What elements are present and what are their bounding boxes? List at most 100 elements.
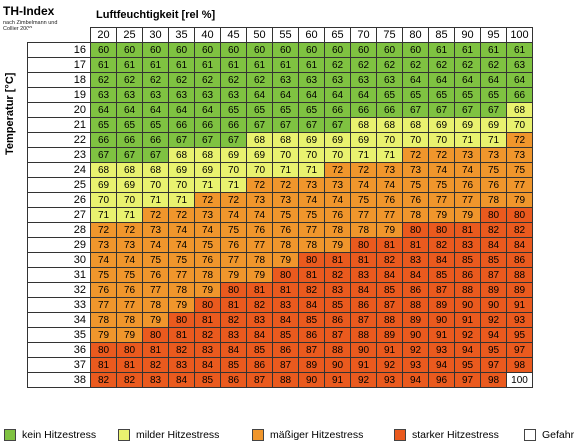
index-cell: 91 bbox=[428, 327, 455, 343]
index-cell: 81 bbox=[194, 312, 221, 328]
index-cell: 79 bbox=[142, 312, 169, 328]
index-cell: 91 bbox=[350, 357, 377, 373]
index-cell: 70 bbox=[246, 162, 273, 178]
index-cell: 61 bbox=[142, 57, 169, 73]
index-cell: 70 bbox=[142, 177, 169, 193]
index-cell: 64 bbox=[350, 87, 377, 103]
index-cell: 77 bbox=[428, 192, 455, 208]
index-cell: 76 bbox=[376, 192, 403, 208]
index-cell: 87 bbox=[350, 312, 377, 328]
index-cell: 63 bbox=[298, 72, 325, 88]
index-cell: 67 bbox=[90, 147, 117, 163]
index-cell: 71 bbox=[480, 132, 507, 148]
index-cell: 67 bbox=[220, 132, 247, 148]
index-cell: 74 bbox=[298, 192, 325, 208]
index-cell: 75 bbox=[142, 252, 169, 268]
index-cell: 68 bbox=[142, 162, 169, 178]
index-cell: 89 bbox=[480, 282, 507, 298]
index-cell: 60 bbox=[90, 42, 117, 58]
table-row: 26 70 70 71 71 72 72 73 73 74 74 75 76 76 77 77 78 79 bbox=[27, 192, 533, 208]
index-cell: 73 bbox=[480, 147, 507, 163]
index-cell: 63 bbox=[272, 72, 299, 88]
index-cell: 61 bbox=[194, 57, 221, 73]
humidity-header-cell: 90 bbox=[454, 27, 481, 43]
index-cell: 82 bbox=[480, 222, 507, 238]
index-cell: 94 bbox=[428, 357, 455, 373]
index-cell: 74 bbox=[168, 222, 195, 238]
index-cell: 70 bbox=[298, 147, 325, 163]
index-cell: 76 bbox=[480, 177, 507, 193]
index-cell: 65 bbox=[272, 102, 299, 118]
index-cell: 91 bbox=[506, 297, 533, 313]
temperature-header-cell: 31 bbox=[27, 267, 91, 283]
index-cell: 68 bbox=[116, 162, 143, 178]
index-cell: 69 bbox=[90, 177, 117, 193]
index-cell: 88 bbox=[272, 372, 299, 388]
index-cell: 78 bbox=[350, 222, 377, 238]
index-cell: 84 bbox=[350, 282, 377, 298]
index-cell: 100 bbox=[506, 372, 533, 388]
index-cell: 68 bbox=[376, 117, 403, 133]
index-cell: 78 bbox=[246, 252, 273, 268]
index-cell: 84 bbox=[402, 267, 429, 283]
index-cell: 84 bbox=[376, 267, 403, 283]
index-cell: 66 bbox=[168, 117, 195, 133]
index-cell: 74 bbox=[90, 252, 117, 268]
index-cell: 62 bbox=[116, 72, 143, 88]
index-cell: 76 bbox=[90, 282, 117, 298]
index-cell: 70 bbox=[506, 117, 533, 133]
index-cell: 64 bbox=[402, 72, 429, 88]
index-cell: 62 bbox=[220, 72, 247, 88]
table-row: 35 79 79 80 81 82 83 84 85 86 87 88 89 90 91 92 94 95 bbox=[27, 327, 533, 343]
index-cell: 95 bbox=[506, 327, 533, 343]
index-cell: 72 bbox=[272, 177, 299, 193]
index-cell: 78 bbox=[298, 237, 325, 253]
temperature-header-cell: 30 bbox=[27, 252, 91, 268]
index-cell: 67 bbox=[194, 132, 221, 148]
index-cell: 84 bbox=[480, 237, 507, 253]
index-cell: 69 bbox=[298, 132, 325, 148]
index-cell: 85 bbox=[194, 372, 221, 388]
index-cell: 73 bbox=[324, 177, 351, 193]
index-cell: 75 bbox=[298, 207, 325, 223]
index-cell: 61 bbox=[246, 57, 273, 73]
index-cell: 68 bbox=[272, 132, 299, 148]
index-cell: 78 bbox=[168, 282, 195, 298]
humidity-header-cell: 65 bbox=[324, 27, 351, 43]
temperature-header-cell: 17 bbox=[27, 57, 91, 73]
index-cell: 65 bbox=[376, 87, 403, 103]
index-cell: 61 bbox=[220, 57, 247, 73]
index-cell: 63 bbox=[506, 57, 533, 73]
index-cell: 66 bbox=[376, 102, 403, 118]
index-cell: 62 bbox=[350, 57, 377, 73]
index-cell: 78 bbox=[194, 267, 221, 283]
index-cell: 72 bbox=[402, 147, 429, 163]
index-cell: 89 bbox=[402, 312, 429, 328]
index-cell: 82 bbox=[194, 327, 221, 343]
index-cell: 60 bbox=[376, 42, 403, 58]
header-corner bbox=[27, 27, 91, 43]
index-cell: 85 bbox=[220, 357, 247, 373]
index-cell: 80 bbox=[90, 342, 117, 358]
temperature-header-cell: 35 bbox=[27, 327, 91, 343]
index-cell: 62 bbox=[454, 57, 481, 73]
index-cell: 79 bbox=[376, 222, 403, 238]
index-cell: 72 bbox=[142, 207, 169, 223]
humidity-header-cell: 95 bbox=[480, 27, 507, 43]
th-index-table: 20 25 30 35 40 45 50 55 60 65 70 75 80 85 90 95 100 16 60… bbox=[27, 27, 533, 388]
index-cell: 83 bbox=[272, 297, 299, 313]
index-cell: 78 bbox=[324, 222, 351, 238]
index-cell: 81 bbox=[90, 357, 117, 373]
index-cell: 64 bbox=[298, 87, 325, 103]
index-cell: 82 bbox=[324, 267, 351, 283]
index-cell: 61 bbox=[116, 57, 143, 73]
index-cell: 84 bbox=[246, 327, 273, 343]
index-cell: 64 bbox=[168, 102, 195, 118]
legend-item: Gefahr bbox=[524, 429, 574, 441]
legend-item: milder Hitzestress bbox=[118, 429, 219, 441]
legend-label: milder Hitzestress bbox=[136, 429, 220, 441]
index-cell: 89 bbox=[298, 357, 325, 373]
index-cell: 79 bbox=[90, 327, 117, 343]
index-cell: 76 bbox=[116, 282, 143, 298]
